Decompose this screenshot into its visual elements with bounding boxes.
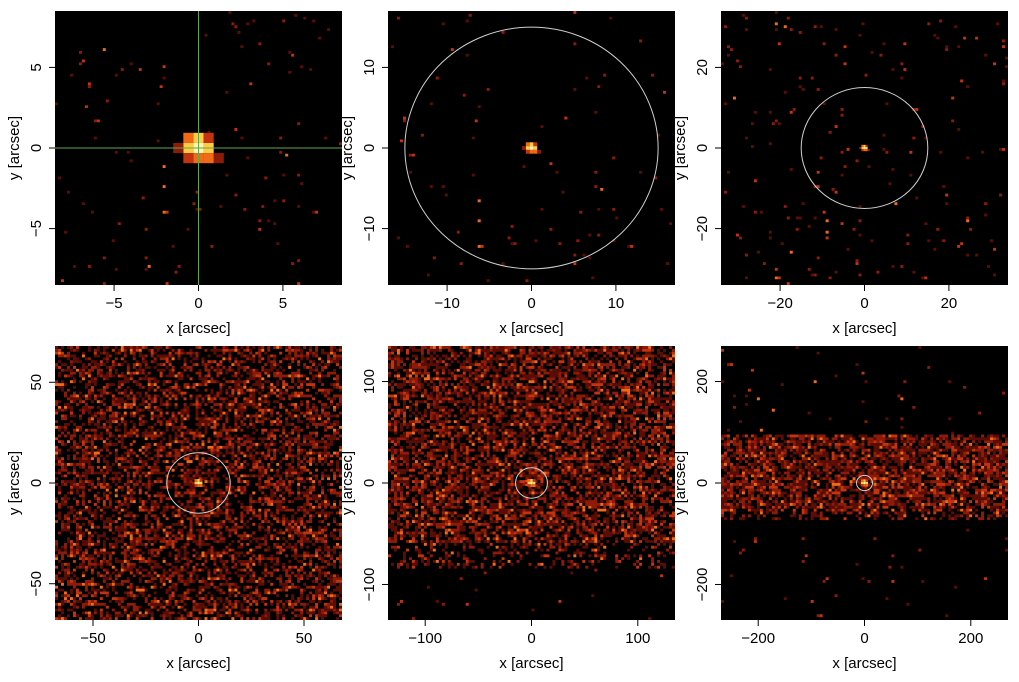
y-axis-label: y [arcsec]	[6, 451, 23, 515]
noise-mid	[55, 346, 342, 620]
y-tick-label: 50	[28, 374, 45, 391]
x-axis-label: x [arcsec]	[166, 655, 230, 672]
y-axis-label: y [arcsec]	[339, 116, 356, 180]
noise-mid	[721, 363, 1008, 618]
x-tick-label: 0	[860, 630, 868, 647]
y-tick-label: −50	[28, 571, 45, 596]
y-tick-label: 5	[28, 63, 45, 71]
y-axis-label: y [arcsec]	[672, 116, 689, 180]
image-pixels	[721, 346, 1008, 618]
source-blob	[191, 479, 206, 487]
source-blob	[524, 479, 539, 487]
x-tick-label: −200	[741, 630, 775, 647]
x-tick-label: −5	[106, 295, 123, 312]
noise-hot	[55, 346, 342, 620]
y-tick-label: 20	[694, 59, 711, 76]
x-tick-label: 0	[194, 295, 202, 312]
source-blob	[858, 479, 871, 487]
y-tick-label: 0	[361, 144, 378, 152]
y-tick-label: 0	[694, 479, 711, 487]
y-tick-label: −10	[361, 216, 378, 241]
x-tick-label: 20	[941, 295, 958, 312]
x-tick-label: −100	[408, 630, 442, 647]
y-axis-label: y [arcsec]	[6, 116, 23, 180]
x-tick-label: 5	[279, 295, 287, 312]
aperture-circle	[800, 87, 929, 209]
y-tick-label: −200	[694, 568, 711, 602]
x-tick-label: −50	[80, 630, 105, 647]
aperture-circle	[166, 452, 231, 514]
y-tick-label: 0	[694, 144, 711, 152]
x-axis-label: x [arcsec]	[166, 320, 230, 337]
panel-bottom-middle: −100 0 100 −100 0 100 x [arcsec] y [arcsec]	[339, 346, 675, 672]
y-tick-label: 10	[361, 59, 378, 76]
x-tick-label: 0	[527, 295, 535, 312]
y-tick-label: −20	[694, 216, 711, 241]
noise-bright	[721, 348, 1008, 618]
x-axis-label: x [arcsec]	[499, 320, 563, 337]
x-tick-label: −10	[434, 295, 459, 312]
x-tick-label: 0	[527, 630, 535, 647]
source-blob	[522, 142, 541, 154]
x-tick-label: −20	[767, 295, 792, 312]
noise-hot	[390, 346, 675, 566]
y-tick-label: 0	[28, 144, 45, 152]
y-tick-label: 200	[694, 369, 711, 394]
panel-bottom-left: −50 0 50 −50 0 50 x [arcsec] y [arcsec]	[6, 346, 342, 672]
panel-top-left: −5 0 5 −5 0 5 x [arcsec] y [arcsec]	[6, 11, 342, 337]
noise-bright	[388, 346, 675, 606]
y-tick-label: 0	[28, 479, 45, 487]
y-tick-label: −100	[361, 568, 378, 602]
source-blob	[859, 144, 870, 152]
aperture-circle	[404, 26, 659, 270]
y-tick-label: 100	[361, 369, 378, 394]
x-axis-label: x [arcsec]	[832, 655, 896, 672]
x-tick-label: 0	[194, 630, 202, 647]
x-tick-label: 50	[296, 630, 313, 647]
y-tick-label: −5	[28, 220, 45, 237]
y-tick-label: 0	[361, 479, 378, 487]
image-pixels	[388, 346, 675, 620]
image-pixels	[55, 346, 342, 620]
noise-dark	[721, 346, 1008, 618]
x-axis-label: x [arcsec]	[499, 655, 563, 672]
image-pixels	[390, 11, 673, 283]
image-pixels	[721, 11, 1008, 285]
noise-dark	[388, 346, 675, 620]
panel-top-right: −20 0 20 −20 0 20 x [arcsec] y [arcsec]	[672, 11, 1008, 337]
x-tick-label: 0	[860, 295, 868, 312]
noise-bright	[55, 346, 342, 620]
aperture-circle	[856, 474, 873, 492]
aperture-circle	[515, 467, 548, 499]
panel-bottom-right: −200 0 200 −200 0 200 x [arcsec] y [arcsec]	[672, 346, 1008, 672]
x-tick-label: 100	[625, 630, 650, 647]
x-tick-label: 200	[958, 630, 983, 647]
image-pixels	[55, 11, 342, 285]
x-axis-label: x [arcsec]	[832, 320, 896, 337]
y-axis-label: y [arcsec]	[672, 451, 689, 515]
panel-top-middle: −10 0 10 −10 0 10 x [arcsec] y [arcsec]	[339, 11, 675, 337]
noise-mid	[78, 19, 342, 285]
x-tick-label: 10	[608, 295, 625, 312]
y-axis-label: y [arcsec]	[339, 451, 356, 515]
